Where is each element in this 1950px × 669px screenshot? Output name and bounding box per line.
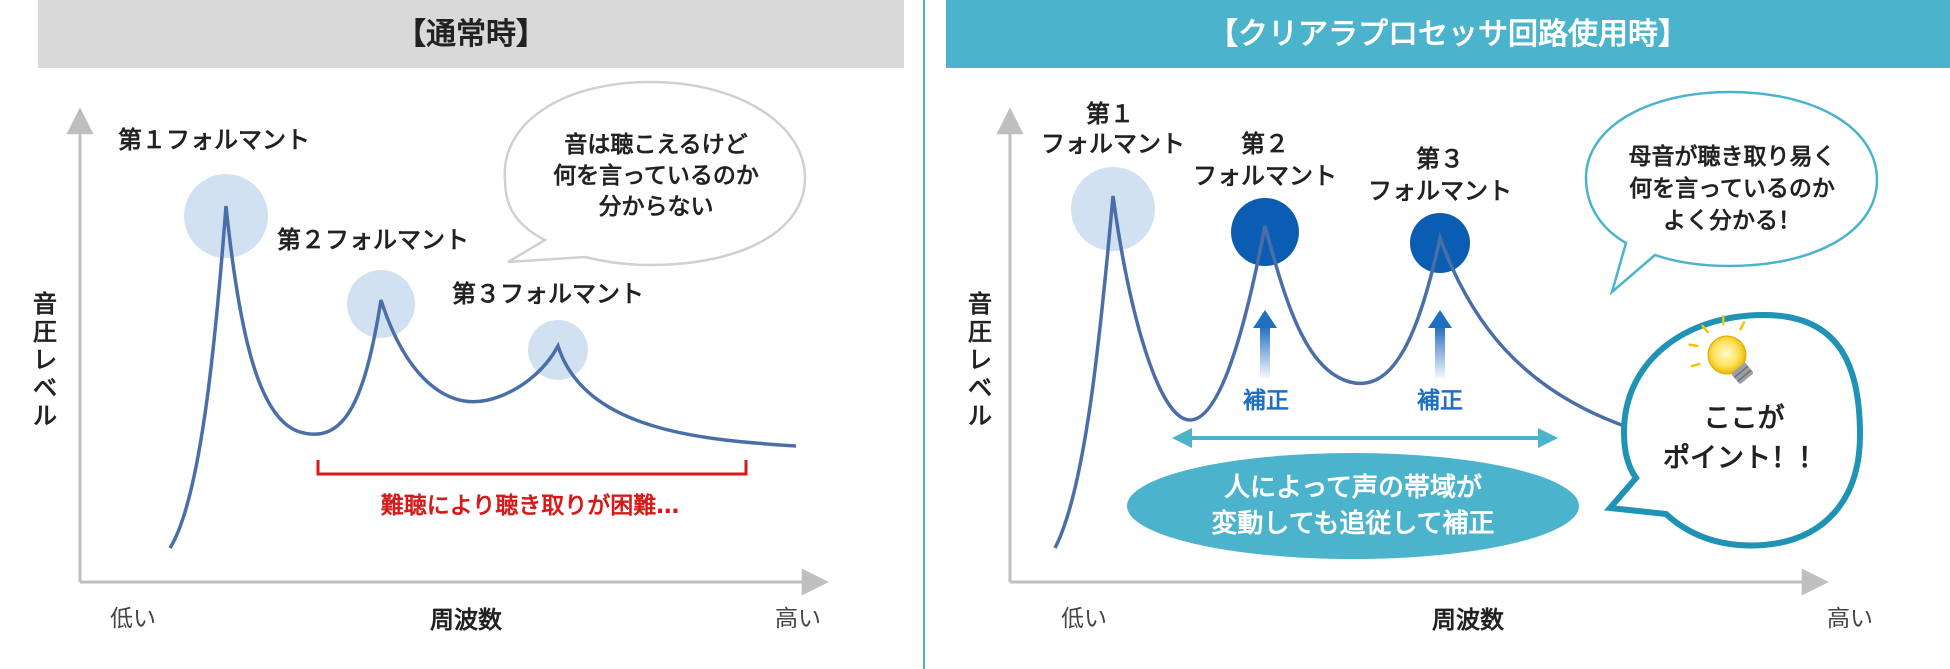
right-formant1-label: フォルマント [1041,130,1185,158]
left-x-high-label: 高い [775,606,821,632]
right-y-label-char: レ [968,346,992,374]
right-band-line1: 人によって声の帯域が [1224,472,1482,503]
lightbulb-icon [1688,315,1754,384]
right-bubble-line2: 何を言っているのか [1629,175,1835,202]
right-speech-bubble: 母音が聴き取り易く 何を言っているのか よく分かる！ [1584,90,1879,296]
left-formant1-label: 第１フォルマント [118,126,310,154]
left-bubble-line3: 分からない [599,194,714,220]
left-difficulty-bracket [316,460,748,476]
right-frequency-curve [1053,195,1631,549]
left-y-label-char: 圧 [33,318,57,346]
right-correction-label-3: 補正 [1416,388,1463,414]
left-difficulty-text: 難聴により聴き取りが困難… [381,492,680,519]
right-band-ellipse: 人によって声の帯域が 変動しても追従して補正 [1127,453,1579,559]
right-y-axis-label: 音 圧 レ ベ ル [968,290,992,430]
right-bubble-line1: 母音が聴き取り易く [1629,143,1836,170]
right-formant2-label: フォルマント [1193,162,1337,190]
left-bubble-line1: 音は聴こえるけど [564,131,747,158]
right-y-label-char: 圧 [968,318,992,346]
left-y-label-char: ル [33,402,57,430]
left-y-axis-label: 音 圧 レ ベ ル [33,290,57,430]
left-y-label-char: 音 [33,290,57,318]
right-title: 【クリアラプロセッサ回路使用時】 [1208,17,1688,52]
left-y-label-char: ベ [33,374,57,402]
right-y-label-char: ル [968,402,992,430]
right-bubble-line3: よく分かる！ [1663,208,1801,234]
right-point-bubble: ここが ポイント！！ [1603,311,1864,549]
left-panel: 【通常時】 第１フォルマント 第２フォルマント 第３フォルマント 音は聴こえるけ… [33,0,904,634]
right-band-double-arrow [1172,428,1558,448]
right-correction-arrow-3 [1428,310,1452,378]
left-y-label-char: レ [33,346,57,374]
right-point-line2: ポイント！！ [1663,443,1825,474]
left-header-bar [38,0,904,68]
right-x-high-label: 高い [1827,606,1873,632]
left-speech-bubble: 音は聴こえるけど 何を言っているのか 分からない [503,80,807,267]
left-formant2-label: 第２フォルマント [277,226,469,254]
right-header-bar [946,0,1950,68]
right-x-axis-label: 周波数 [1432,606,1505,634]
right-y-label-char: 音 [968,290,992,318]
right-panel: 【クリアラプロセッサ回路使用時】 補正 補正 第１ フォルマント 第２ フォルマ… [946,0,1950,634]
right-x-low-label: 低い [1061,606,1107,632]
right-formant1-number: 第１ [1086,100,1134,128]
right-correction-arrow-2 [1253,310,1277,378]
left-frequency-curve [168,205,797,549]
left-formant3-label: 第３フォルマント [452,280,644,308]
right-formant2-number: 第２ [1241,130,1289,158]
right-formant3-number: 第３ [1416,145,1464,173]
left-x-axis-label: 周波数 [430,606,503,634]
right-band-line2: 変動しても追従して補正 [1211,508,1494,539]
left-x-low-label: 低い [110,606,156,632]
right-point-line1: ここが [1704,402,1785,434]
left-bubble-line2: 何を言っているのか [553,162,759,189]
right-correction-label-2: 補正 [1242,388,1289,414]
right-formant3-label: フォルマント [1368,177,1512,205]
right-y-label-char: ベ [968,374,992,402]
left-title: 【通常時】 [396,17,546,52]
